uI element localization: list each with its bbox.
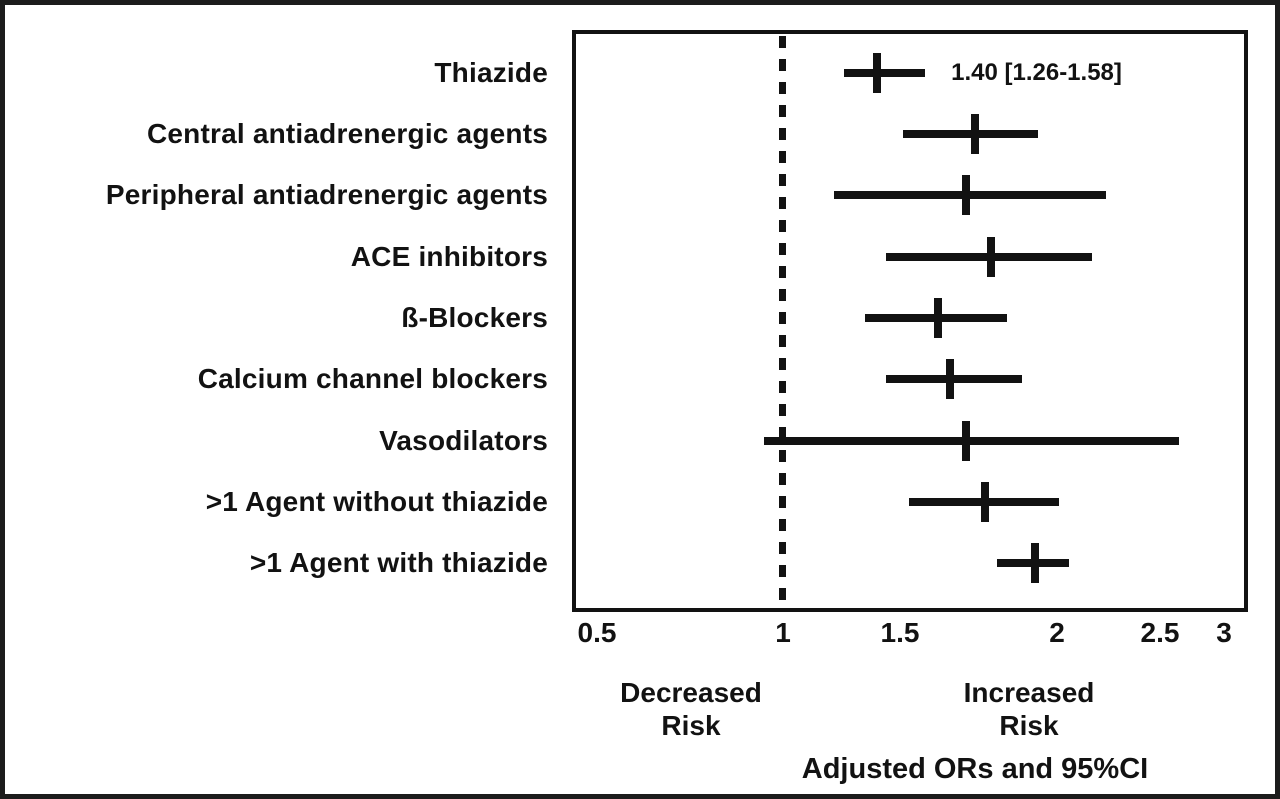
x-tick-label: 2.5 [1140,617,1180,648]
point-estimate-tick [933,298,942,338]
point-estimate-tick [980,482,989,522]
x-tick-label: 2 [1049,617,1065,648]
increased-risk-label: Increased Risk [963,677,1095,741]
point-estimate-tick [872,53,881,93]
point-estimate-tick [946,359,955,399]
ci-line [903,130,1039,138]
category-label: Central antiadrenergic agents [146,118,548,149]
x-axis-title: Adjusted ORs and 95%CI [801,753,1149,785]
ci-line [834,191,1107,199]
point-estimate-tick [961,421,970,461]
x-tick-label: 3 [1216,617,1232,648]
point-estimate-tick [961,175,970,215]
x-tick-label: 0.5 [577,617,617,648]
point-estimate-tick [987,237,996,277]
decreased-risk-label: Decreased Risk [620,677,762,741]
category-label: Calcium channel blockers [197,363,548,394]
category-label: Peripheral antiadrenergic agents [105,179,548,210]
point-estimate-tick [971,114,980,154]
point-estimate-tick [1031,543,1040,583]
category-label: ß-Blockers [401,302,548,333]
x-tick-label: 1.5 [880,617,920,648]
category-label: ACE inhibitors [350,241,548,272]
x-tick-label: 1 [775,617,791,648]
category-label: >1 Agent with thiazide [249,547,548,578]
or-annotation: 1.40 [1.26-1.58] [951,59,1122,86]
category-label: Thiazide [434,57,548,88]
ci-line [764,437,1180,445]
reference-line-or-1 [779,36,786,608]
category-label: >1 Agent without thiazide [205,486,548,517]
ci-line [843,69,926,77]
category-label: Vasodilators [379,425,548,456]
